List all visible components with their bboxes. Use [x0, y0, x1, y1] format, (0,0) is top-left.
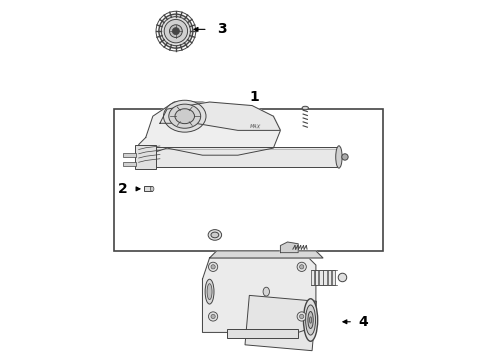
Circle shape [170, 25, 182, 37]
Circle shape [342, 154, 348, 160]
Text: 2: 2 [118, 182, 127, 196]
Circle shape [159, 14, 193, 48]
Circle shape [208, 312, 218, 321]
Text: 1: 1 [249, 90, 259, 104]
Bar [122, 162, 136, 166]
Circle shape [299, 265, 304, 269]
Bar [227, 329, 298, 338]
Ellipse shape [303, 299, 318, 341]
Circle shape [211, 265, 215, 269]
Ellipse shape [175, 109, 195, 123]
Bar [323, 270, 327, 284]
Bar [332, 270, 335, 284]
Ellipse shape [208, 230, 221, 240]
Bar [122, 153, 136, 157]
Ellipse shape [310, 317, 312, 323]
Bar [153, 147, 337, 167]
Ellipse shape [308, 311, 313, 329]
Bar [319, 270, 322, 284]
Ellipse shape [207, 284, 212, 300]
Polygon shape [210, 251, 323, 258]
Polygon shape [160, 102, 280, 130]
Bar [315, 270, 318, 284]
Polygon shape [139, 102, 280, 155]
Bar [114, 109, 383, 251]
Text: 4: 4 [359, 315, 368, 329]
Bar [245, 296, 317, 351]
Circle shape [297, 312, 306, 321]
Circle shape [338, 273, 347, 282]
Polygon shape [280, 242, 298, 253]
Circle shape [172, 28, 179, 35]
Circle shape [164, 19, 188, 43]
Ellipse shape [150, 186, 154, 192]
Ellipse shape [164, 100, 206, 132]
Ellipse shape [211, 232, 219, 238]
Circle shape [299, 314, 304, 319]
Ellipse shape [302, 106, 308, 110]
Bar [311, 270, 314, 284]
Ellipse shape [263, 287, 270, 296]
Bar [328, 270, 331, 284]
Bar [135, 145, 156, 169]
Circle shape [297, 262, 306, 271]
Polygon shape [202, 258, 316, 332]
Text: MAX: MAX [250, 124, 261, 130]
Circle shape [208, 262, 218, 271]
Ellipse shape [336, 146, 342, 168]
Ellipse shape [306, 305, 316, 335]
Bar [144, 186, 152, 192]
Ellipse shape [205, 279, 214, 304]
Ellipse shape [169, 104, 201, 128]
Text: 3: 3 [217, 22, 227, 36]
Circle shape [211, 314, 215, 319]
